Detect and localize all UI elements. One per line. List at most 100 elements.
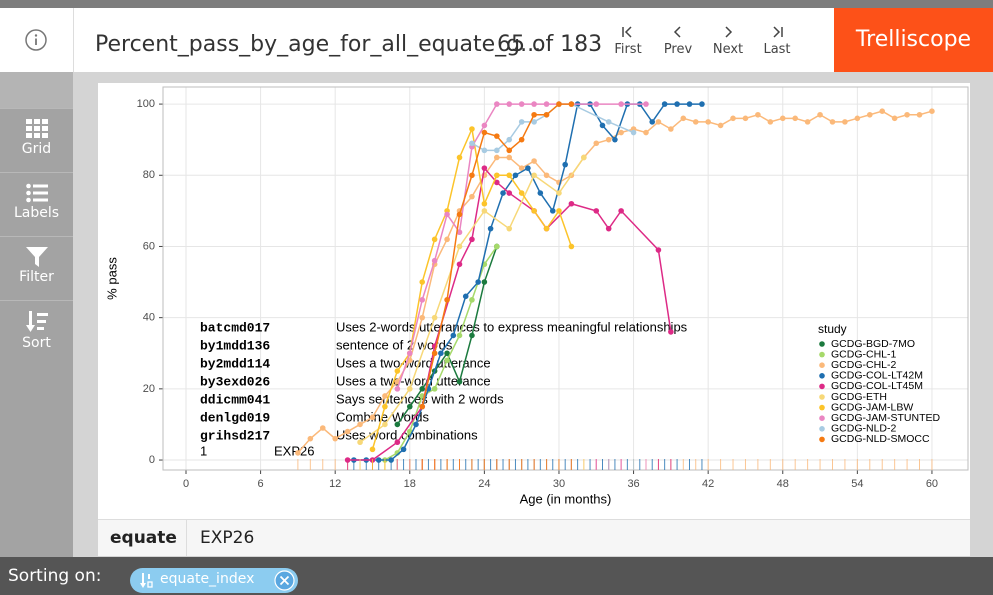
legend-label: GCDG-COL-LT42M <box>831 370 923 382</box>
panel-counter: 65 of 183 <box>497 32 603 57</box>
brand[interactable]: Trelliscope <box>834 8 993 72</box>
point <box>469 193 475 200</box>
point <box>444 211 450 218</box>
panel: 0 20 40 60 80 100 0 6 12 18 24 30 36 42 48 54 60 Age (in … <box>98 83 970 555</box>
point <box>630 129 637 136</box>
point <box>531 158 537 164</box>
y-tick-label: 80 <box>143 169 155 181</box>
legend-label: GCDG-JAM-STUNTED <box>831 412 940 424</box>
point <box>854 115 861 122</box>
nav-last[interactable]: Last <box>753 18 801 70</box>
nav-label: Next <box>712 42 744 57</box>
info-icon[interactable] <box>24 28 48 52</box>
x-tick-label: 30 <box>553 478 565 490</box>
point <box>469 172 475 179</box>
point <box>612 136 618 143</box>
nav-label: First <box>614 42 642 57</box>
annotation-code: batcmd017 <box>200 320 270 335</box>
sidebar-label: Labels <box>13 205 60 221</box>
point <box>680 115 687 122</box>
point <box>506 147 513 154</box>
annotation-code: ddicmm041 <box>200 392 270 407</box>
point <box>419 314 426 321</box>
point <box>344 457 351 463</box>
point <box>674 101 680 107</box>
point <box>842 119 848 125</box>
point <box>755 111 761 118</box>
point <box>655 119 662 125</box>
point <box>419 279 426 285</box>
point <box>593 208 600 214</box>
filter-icon <box>25 247 48 267</box>
x-tick-label: 0 <box>183 478 189 490</box>
point <box>661 101 668 107</box>
point <box>400 446 407 453</box>
point <box>487 225 494 232</box>
point <box>369 446 376 453</box>
point <box>699 101 705 107</box>
point <box>394 439 401 446</box>
point <box>904 111 910 118</box>
point <box>481 122 488 129</box>
nav-icon <box>622 26 632 38</box>
point <box>891 115 898 122</box>
sidebar-labels[interactable]: Labels <box>0 172 73 236</box>
point <box>543 111 550 118</box>
point <box>531 101 537 107</box>
point <box>406 350 413 357</box>
point <box>481 279 488 285</box>
legend-swatch <box>819 362 825 369</box>
point <box>817 111 823 118</box>
point <box>531 172 537 179</box>
x-axis-title: Age (in months) <box>520 491 612 506</box>
point <box>531 119 537 125</box>
legend-title: study <box>818 322 847 336</box>
point <box>369 414 376 421</box>
point <box>518 136 525 143</box>
nav-first[interactable]: First <box>604 18 652 70</box>
point <box>531 208 537 214</box>
point <box>618 208 624 214</box>
point <box>605 136 612 143</box>
point <box>394 368 401 374</box>
sidebar-sort[interactable]: Sort <box>0 300 73 364</box>
sidebar-grid[interactable]: Grid <box>0 108 73 172</box>
point <box>518 190 525 196</box>
point <box>518 101 525 107</box>
sort-pill[interactable]: equate_index <box>130 568 298 593</box>
legend-label: GCDG-ETH <box>831 391 887 403</box>
nav-icon <box>725 26 733 38</box>
point <box>431 314 438 321</box>
point <box>406 386 413 392</box>
point <box>394 421 401 428</box>
point <box>916 111 923 118</box>
annotation-code: by3exd026 <box>200 374 270 389</box>
annotation-code: by1mdd136 <box>200 338 270 353</box>
point <box>456 378 463 385</box>
legend-swatch <box>819 351 825 358</box>
divider <box>186 520 187 556</box>
point <box>500 190 506 196</box>
point <box>506 101 513 107</box>
nav-prev[interactable]: Prev <box>654 18 702 70</box>
point <box>568 101 575 107</box>
x-tick-label: 60 <box>926 478 938 490</box>
point <box>494 172 500 179</box>
series-line <box>347 166 672 461</box>
point <box>556 208 562 214</box>
point <box>494 133 500 139</box>
sidebar: Grid Labels Filter Sort <box>0 72 73 557</box>
point <box>319 425 326 431</box>
nav-next[interactable]: Next <box>704 18 752 70</box>
series-line <box>359 157 585 443</box>
point <box>705 119 711 125</box>
sidebar-label: Grid <box>21 141 52 157</box>
remove-sort[interactable] <box>274 570 295 591</box>
x-tick-label: 12 <box>329 478 341 490</box>
legend-swatch <box>819 373 825 379</box>
y-tick-label: 20 <box>143 383 155 395</box>
point <box>469 126 475 132</box>
point <box>668 329 674 335</box>
point <box>829 119 836 125</box>
sidebar-filter[interactable]: Filter <box>0 236 73 300</box>
